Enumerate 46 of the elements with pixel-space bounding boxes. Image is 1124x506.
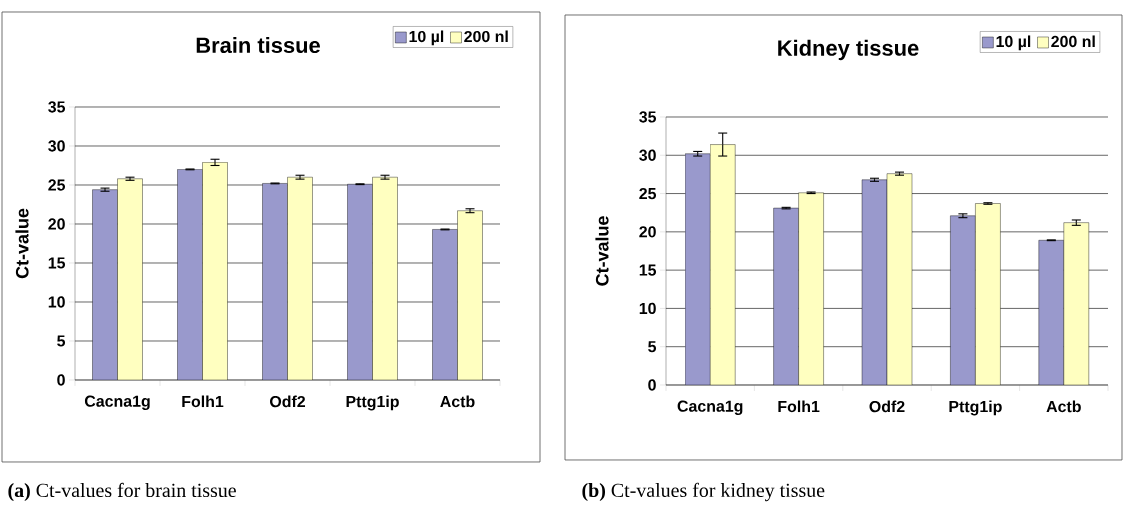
- y-tick-label: 35: [639, 111, 657, 123]
- y-tick-label: 15: [48, 257, 66, 269]
- y-tick-label: 20: [639, 226, 656, 238]
- y-tick-label: 10: [639, 302, 656, 315]
- y-tick-label: 35: [48, 101, 66, 113]
- bar: [798, 192, 824, 385]
- y-tick-label: 10: [48, 296, 65, 308]
- bar: [886, 173, 913, 385]
- y-axis-title: Ct-value: [15, 208, 29, 279]
- y-tick-label: 20: [48, 218, 65, 230]
- chart-title: Brain tissue: [196, 36, 320, 54]
- y-tick-label: 30: [639, 149, 656, 161]
- x-tick-label: Actb: [1046, 400, 1081, 413]
- bar: [1063, 222, 1089, 385]
- bar: [861, 179, 888, 385]
- x-tick-label: Cacna1g: [84, 395, 150, 411]
- x-tick-label: Odf2: [270, 395, 306, 408]
- x-tick-label: Folh1: [778, 400, 820, 413]
- y-tick-label: 25: [48, 179, 66, 191]
- x-tick-label: Cacna1g: [677, 400, 743, 416]
- bar: [685, 153, 711, 385]
- chart-title: Kidney tissue: [778, 39, 919, 61]
- bar: [975, 203, 1001, 385]
- y-tick-label: 5: [648, 341, 657, 353]
- legend-label: 200 nl: [464, 30, 508, 43]
- bar: [710, 144, 736, 385]
- y-tick-label: 30: [48, 140, 65, 152]
- y-tick-label: 0: [57, 374, 65, 386]
- bar: [773, 207, 799, 385]
- x-tick-label: Actb: [440, 395, 475, 408]
- text: (b) Ct-values for kidney tissue: [582, 482, 825, 502]
- legend-label: 10 µl: [409, 30, 444, 46]
- y-tick-label: 5: [57, 335, 66, 347]
- bar: [1038, 240, 1064, 385]
- legend-label: 10 µl: [996, 35, 1031, 51]
- y-tick-label: 15: [639, 264, 657, 276]
- bar: [950, 215, 976, 385]
- x-tick-label: Folh1: [182, 395, 224, 408]
- x-tick-label: Pttg1ip: [949, 400, 1002, 416]
- x-tick-label: Odf2: [869, 400, 905, 413]
- y-axis-title: Ct-value: [595, 216, 609, 286]
- legend-label: 200 nl: [1051, 35, 1095, 48]
- y-tick-label: 0: [648, 379, 656, 391]
- y-tick-label: 25: [639, 187, 657, 200]
- x-tick-label: Pttg1ip: [346, 395, 399, 411]
- text: (a) Ct-values for brain tissue: [8, 482, 236, 502]
